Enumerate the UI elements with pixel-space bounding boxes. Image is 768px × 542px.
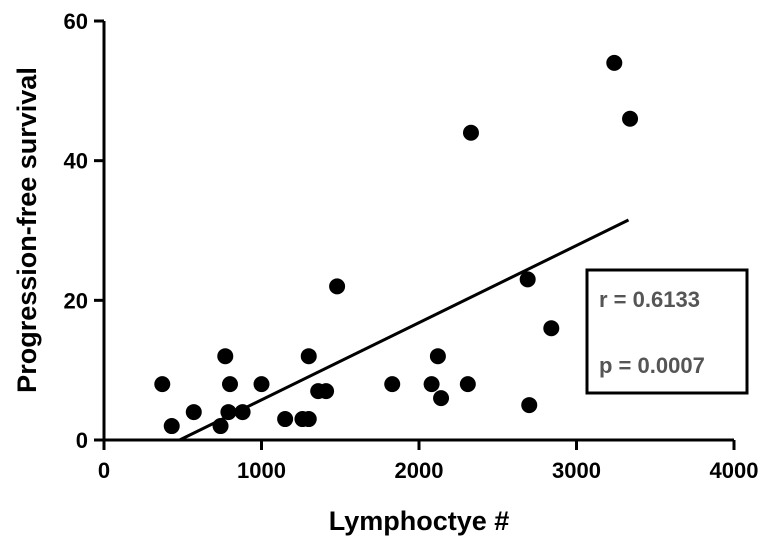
data-point	[163, 418, 180, 435]
x-axis-title: Lymphoctye #	[329, 506, 510, 536]
plot-area	[154, 54, 639, 442]
x-tick-label: 2000	[395, 458, 444, 483]
x-tick-label: 4000	[710, 458, 759, 483]
data-point	[329, 278, 346, 295]
data-point	[462, 124, 479, 141]
data-point	[300, 348, 317, 365]
y-tick-label: 60	[64, 9, 88, 34]
data-point	[185, 404, 202, 421]
x-tick-label: 0	[98, 458, 110, 483]
data-point	[433, 390, 450, 407]
r-value-text: r = 0.6133	[599, 287, 700, 312]
data-point	[212, 418, 229, 435]
data-point	[318, 383, 335, 400]
regression-line	[178, 218, 630, 442]
stats-box: r = 0.6133 p = 0.0007	[585, 268, 749, 395]
data-point	[253, 376, 270, 393]
y-axis-title: Progression-free survival	[12, 67, 42, 393]
ticks: 0 1000 2000 3000 4000 0 20 40 60	[64, 9, 759, 483]
stats-box-border	[585, 268, 749, 395]
data-point	[423, 376, 440, 393]
data-point	[519, 271, 536, 288]
data-point	[459, 376, 476, 393]
data-point	[220, 404, 237, 421]
data-point	[606, 54, 623, 71]
x-tick-label: 1000	[237, 458, 286, 483]
x-tick-label: 3000	[552, 458, 601, 483]
data-point	[384, 376, 401, 393]
p-value-text: p = 0.0007	[599, 353, 705, 378]
y-tick-label: 20	[64, 288, 88, 313]
data-point	[277, 411, 294, 428]
y-tick-label: 0	[76, 428, 88, 453]
data-point	[217, 348, 234, 365]
data-point	[222, 376, 238, 393]
data-point	[429, 348, 446, 365]
data-point	[622, 110, 639, 127]
data-point	[234, 404, 251, 421]
y-tick-label: 40	[64, 149, 88, 174]
data-point	[154, 376, 171, 393]
data-point	[300, 411, 317, 428]
data-point	[521, 397, 538, 414]
data-point	[543, 320, 560, 337]
